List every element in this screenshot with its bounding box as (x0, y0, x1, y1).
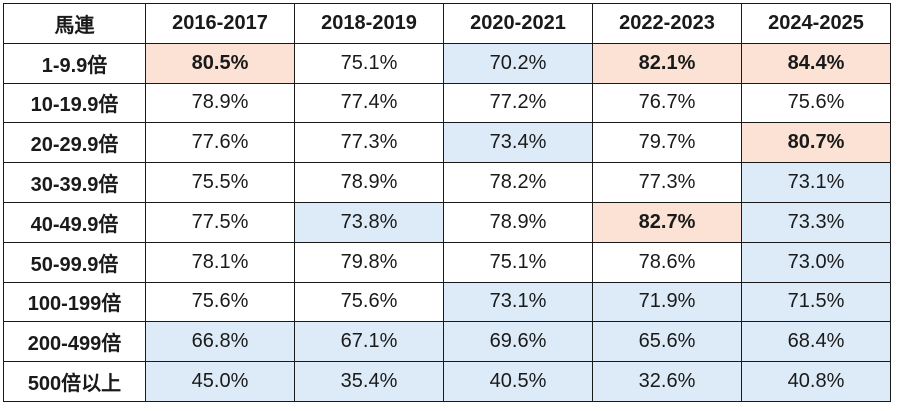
row-label: 500倍以上 (3, 361, 146, 402)
table-cell: 71.5% (741, 281, 891, 323)
header-cell-label: 馬連 (3, 3, 146, 44)
table-cell: 77.3% (592, 162, 742, 203)
table-cell: 80.5% (145, 42, 295, 84)
table-cell: 78.9% (443, 201, 593, 243)
table-cell: 40.8% (741, 361, 891, 402)
header-cell-period: 2016-2017 (145, 3, 295, 44)
table-cell: 82.1% (592, 42, 742, 84)
table-cell: 75.5% (145, 162, 295, 203)
table-cell: 75.1% (294, 42, 444, 84)
row-label: 100-199倍 (3, 281, 146, 323)
table-cell: 75.1% (443, 241, 593, 283)
table-cell: 66.8% (145, 321, 295, 363)
table-cell: 78.2% (443, 162, 593, 203)
table-cell: 45.0% (145, 361, 295, 402)
row-label: 200-499倍 (3, 321, 146, 363)
table-cell: 77.4% (294, 82, 444, 124)
table-row: 30-39.9倍 75.5% 78.9% 78.2% 77.3% 73.1% (3, 162, 891, 203)
table-row: 1-9.9倍 80.5% 75.1% 70.2% 82.1% 84.4% (3, 42, 891, 84)
table-cell: 73.8% (294, 201, 444, 243)
table-row: 100-199倍 75.6% 75.6% 73.1% 71.9% 71.5% (3, 281, 891, 323)
odds-rate-table: 馬連 2016-2017 2018-2019 2020-2021 2022-2023 20… (3, 3, 891, 402)
header-row: 馬連 2016-2017 2018-2019 2020-2021 2022-2023 20… (3, 3, 891, 44)
table-cell: 79.7% (592, 122, 742, 164)
table-cell: 73.4% (443, 122, 593, 164)
table-cell: 78.6% (592, 241, 742, 283)
table-cell: 75.6% (294, 281, 444, 323)
table-cell: 77.2% (443, 82, 593, 124)
table-row: 50-99.9倍 78.1% 79.8% 75.1% 78.6% 73.0% (3, 241, 891, 283)
data-table-container: 馬連 2016-2017 2018-2019 2020-2021 2022-2023 20… (3, 3, 891, 402)
table-cell: 65.6% (592, 321, 742, 363)
table-cell: 82.7% (592, 201, 742, 243)
table-body: 1-9.9倍 80.5% 75.1% 70.2% 82.1% 84.4% 10-19.9倍 7… (3, 42, 891, 402)
row-label: 20-29.9倍 (3, 122, 146, 164)
table-cell: 80.7% (741, 122, 891, 164)
table-cell: 77.5% (145, 201, 295, 243)
table-cell: 73.1% (741, 162, 891, 203)
table-row: 40-49.9倍 77.5% 73.8% 78.9% 82.7% 73.3% (3, 201, 891, 243)
table-cell: 79.8% (294, 241, 444, 283)
table-header: 馬連 2016-2017 2018-2019 2020-2021 2022-2023 20… (3, 3, 891, 44)
table-cell: 73.3% (741, 201, 891, 243)
table-cell: 76.7% (592, 82, 742, 124)
table-row: 10-19.9倍 78.9% 77.4% 77.2% 76.7% 75.6% (3, 82, 891, 124)
table-cell: 75.6% (145, 281, 295, 323)
table-cell: 73.1% (443, 281, 593, 323)
table-cell: 32.6% (592, 361, 742, 402)
table-cell: 71.9% (592, 281, 742, 323)
table-cell: 77.6% (145, 122, 295, 164)
table-cell: 69.6% (443, 321, 593, 363)
row-label: 10-19.9倍 (3, 82, 146, 124)
table-cell: 68.4% (741, 321, 891, 363)
table-cell: 78.1% (145, 241, 295, 283)
table-row: 500倍以上 45.0% 35.4% 40.5% 32.6% 40.8% (3, 361, 891, 402)
table-cell: 77.3% (294, 122, 444, 164)
table-cell: 67.1% (294, 321, 444, 363)
header-cell-period: 2024-2025 (741, 3, 891, 44)
row-label: 30-39.9倍 (3, 162, 146, 203)
table-cell: 78.9% (294, 162, 444, 203)
table-cell: 73.0% (741, 241, 891, 283)
table-cell: 70.2% (443, 42, 593, 84)
header-cell-period: 2018-2019 (294, 3, 444, 44)
row-label: 40-49.9倍 (3, 201, 146, 243)
table-cell: 78.9% (145, 82, 295, 124)
table-cell: 75.6% (741, 82, 891, 124)
table-cell: 40.5% (443, 361, 593, 402)
table-row: 200-499倍 66.8% 67.1% 69.6% 65.6% 68.4% (3, 321, 891, 363)
header-cell-period: 2022-2023 (592, 3, 742, 44)
row-label: 1-9.9倍 (3, 42, 146, 84)
header-cell-period: 2020-2021 (443, 3, 593, 44)
table-cell: 84.4% (741, 42, 891, 84)
table-cell: 35.4% (294, 361, 444, 402)
table-row: 20-29.9倍 77.6% 77.3% 73.4% 79.7% 80.7% (3, 122, 891, 164)
row-label: 50-99.9倍 (3, 241, 146, 283)
